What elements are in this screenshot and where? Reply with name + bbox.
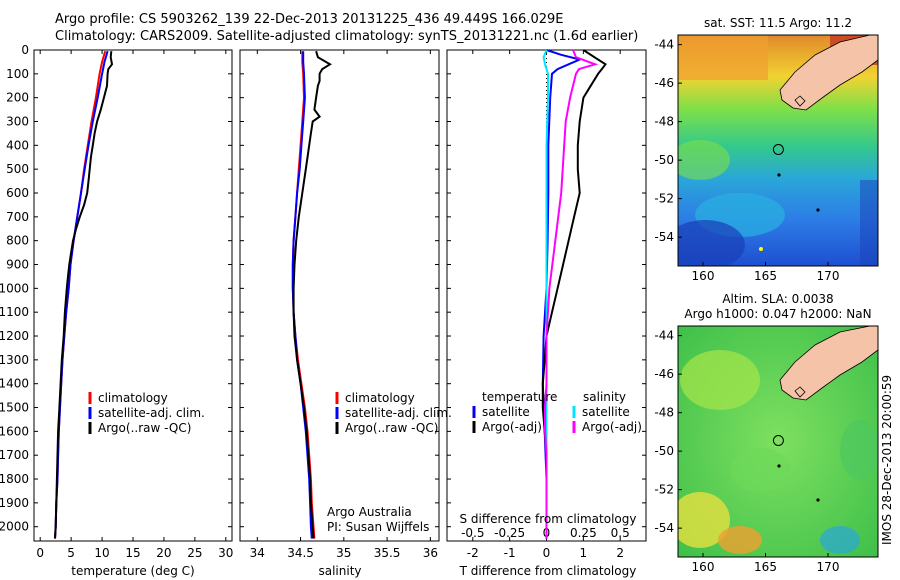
x-tick-label: 10 [94,546,109,560]
x-tick-label: 0 [543,546,551,560]
depth-tick-label: 0 [21,43,29,57]
s-tick-label: 0.25 [570,526,597,540]
depth-tick-label: 1200 [0,329,29,343]
x-tick-label: 20 [156,546,171,560]
depth-tick-label: 1400 [0,377,29,391]
x-tick-label: 34.5 [287,546,314,560]
x-tick-label: 0 [36,546,44,560]
profile-title: Argo profile: CS 5903262_139 22-Dec-2013… [55,12,564,27]
imos-side-label: IMOS 28-Dec-2013 20:00:59 [880,375,894,545]
diff-legend-temp-argo: Argo(-adj) [482,420,542,434]
map-y-tick-label: -54 [654,521,674,535]
diff-series-line-4 [544,49,599,539]
map-y-tick-label: -46 [654,76,674,90]
depth-tick-label: 400 [6,138,29,152]
diff-legend-sal-argo: Argo(-adj) [582,420,642,434]
map-x-tick-label: 165 [754,560,777,574]
depth-tick-label: 700 [6,210,29,224]
map-y-tick-label: -50 [654,153,674,167]
sal-legend-climatology: climatology [345,391,415,405]
map-x-tick-label: 160 [692,269,715,283]
sal-legend-satellite: satellite-adj. clim. [345,406,452,420]
x-tick-label: 36 [423,546,438,560]
diff-legend-salinity-title: salinity [583,390,626,404]
sst-map-field [678,35,878,266]
difference-top-label: S difference from climatology [460,512,637,526]
x-tick-label: 1 [580,546,588,560]
map-x-tick-label: 165 [754,269,777,283]
depth-tick-label: 2000 [0,520,29,534]
sla-map-title-2: Argo h1000: 0.047 h2000: NaN [684,307,871,321]
salinity-xlabel: salinity [318,564,361,578]
depth-tick-label: 1500 [0,401,29,415]
map-y-tick-label: -48 [654,115,674,129]
credit-line-1: Argo Australia [327,505,412,519]
map-x-tick-label: 170 [817,269,840,283]
depth-tick-label: 1600 [0,424,29,438]
map-x-tick-label: 170 [817,560,840,574]
sst-float-marker [772,144,784,155]
map-y-tick-label: -44 [654,329,674,343]
map-x-tick-label: 160 [692,560,715,574]
x-tick-label: 35.5 [374,546,401,560]
land-mass [779,326,878,401]
depth-tick-label: 300 [6,115,29,129]
temp-legend-satellite: satellite-adj. clim. [98,406,205,420]
depth-tick-label: 1100 [0,305,29,319]
depth-tick-label: 1000 [0,281,29,295]
depth-tick-label: 900 [6,258,29,272]
map-y-tick-label: -52 [654,192,674,206]
sst-map-title: sat. SST: 11.5 Argo: 11.2 [704,16,852,30]
temp-legend-argo: Argo(..raw -QC) [98,421,191,435]
x-tick-label: 34 [250,546,265,560]
s-tick-label: 0.5 [611,526,630,540]
depth-tick-label: 1300 [0,353,29,367]
x-tick-label: 25 [187,546,202,560]
x-tick-label: -1 [504,546,516,560]
diff-legend-sal-satellite: satellite [582,405,630,419]
sal-legend-argo: Argo(..raw -QC) [345,421,438,435]
x-tick-label: 15 [125,546,140,560]
x-tick-label: 35 [336,546,351,560]
map-y-tick-label: -46 [654,367,674,381]
depth-tick-label: 800 [6,234,29,248]
sla-map-frame [677,325,879,558]
credit-line-2: PI: Susan Wijffels [327,520,429,534]
s-tick-label: -0.5 [461,526,484,540]
temp-legend-climatology: climatology [98,391,168,405]
temperature-xlabel: temperature (deg C) [71,564,194,578]
map-y-tick-label: -50 [654,444,674,458]
x-tick-label: 2 [616,546,624,560]
sla-map-field [678,326,878,557]
temperature-axes [33,49,233,542]
depth-tick-label: 1800 [0,472,29,486]
series-line-3 [292,50,332,539]
depth-tick-label: 500 [6,162,29,176]
x-tick-label: -2 [467,546,479,560]
sla-float-marker [772,435,784,446]
depth-tick-label: 200 [6,91,29,105]
land-mass [779,35,878,111]
map-y-tick-label: -54 [654,230,674,244]
x-tick-label: 5 [67,546,75,560]
depth-tick-label: 100 [6,67,29,81]
x-tick-label: 30 [218,546,233,560]
sst-map-frame [677,34,879,267]
depth-tick-label: 1700 [0,448,29,462]
climatology-title: Climatology: CARS2009. Satellite-adjuste… [55,29,639,44]
sla-map-title-1: Altim. SLA: 0.0038 [722,292,833,306]
map-y-tick-label: -52 [654,483,674,497]
diff-legend-temp-satellite: satellite [482,405,530,419]
salinity-axes [239,49,440,542]
s-tick-label: -0.25 [494,526,525,540]
difference-xlabel: T difference from climatology [459,564,637,578]
depth-tick-label: 1900 [0,496,29,510]
map-y-tick-label: -44 [654,38,674,52]
depth-tick-label: 600 [6,186,29,200]
diff-legend-temperature-title: temperature [482,390,557,404]
map-y-tick-label: -48 [654,406,674,420]
series-line-3 [54,51,114,539]
